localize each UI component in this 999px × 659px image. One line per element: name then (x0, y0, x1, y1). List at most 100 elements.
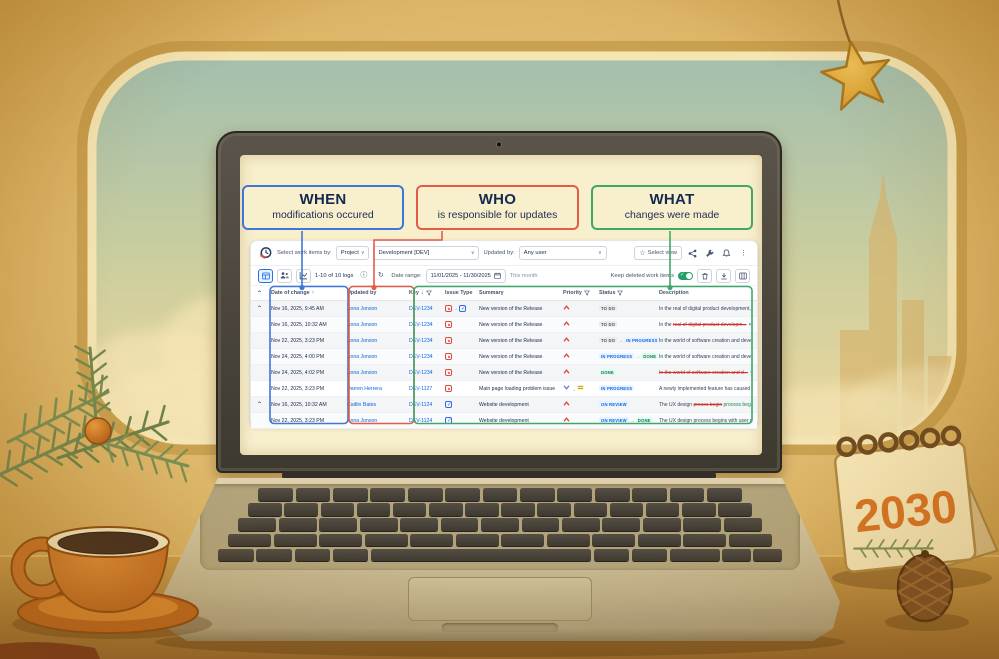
log-table-body: ⌃ Nov 16, 2025, 9:45 AM Anna Jonson DEV-123… (251, 301, 757, 429)
info-icon: ⓘ (360, 272, 368, 279)
column-header-issue-type[interactable]: Issue Type (445, 290, 473, 296)
chart-icon (299, 272, 308, 280)
description-text: real of digital product developm... (672, 322, 747, 328)
cell-updated-by-link[interactable]: Anna Jonson (347, 321, 378, 328)
callout-when-subtitle: modifications occured (272, 209, 374, 221)
column-header-priority[interactable]: Priority (563, 290, 599, 296)
chart-view-button[interactable] (296, 268, 311, 283)
status-badge: IN PROGRESS (624, 337, 659, 344)
undo-change-button[interactable]: ↩ (750, 370, 751, 376)
laptop-hinge (282, 471, 716, 480)
collapse-all-chevron[interactable]: ⌃ (257, 290, 263, 297)
cell-summary: Main page loading problem issue (479, 385, 556, 392)
cell-priority (563, 352, 599, 361)
column-header-date[interactable]: Date of change ↑ (271, 290, 315, 296)
table-row[interactable]: Nov 22, 2025, 3:23 PM Darren Herrera DEV-1… (251, 381, 757, 397)
row-expand-chevron[interactable]: ⌃ (257, 306, 263, 312)
share-icon (688, 249, 697, 257)
table-row[interactable]: Nov 16, 2025, 10:32 AM Anna Jonson DEV-123… (251, 317, 757, 333)
laptop-lid-notch (442, 623, 558, 632)
settings-button[interactable] (703, 247, 716, 259)
cell-key-link[interactable]: DEV-1124 (409, 401, 433, 408)
keyboard-row (217, 547, 783, 562)
table-view-button[interactable] (258, 268, 273, 283)
description-text: In the world of software creation and de… (659, 337, 751, 344)
keyboard-key (669, 488, 705, 501)
keyboard-key (392, 503, 427, 516)
cell-key-link[interactable]: DEV-1234 (409, 321, 433, 328)
cell-updated-by-link[interactable]: Anna Jonson (347, 369, 378, 376)
chevron-down-icon: ∨ (598, 250, 602, 256)
column-header-status[interactable]: Status (599, 290, 659, 296)
status-badge: TO DO (599, 321, 618, 328)
laptop-base (160, 478, 840, 641)
keyboard-key (218, 548, 254, 562)
keyboard-key (319, 518, 358, 531)
cell-key-link[interactable]: DEV-1127 (409, 385, 433, 392)
filter-icon (583, 290, 590, 296)
cell-status: TO DO (599, 305, 659, 312)
activity-view-button[interactable] (277, 268, 292, 283)
table-row[interactable]: Nov 24, 2025, 4:02 PM Anna Jonson DEV-1234… (251, 365, 757, 381)
cell-updated-by-link[interactable]: Anna Jonson (347, 353, 378, 360)
this-month-label[interactable]: This month (509, 272, 538, 279)
laptop-trackpad (408, 577, 592, 621)
column-header-summary[interactable]: Summary (479, 290, 504, 296)
table-row[interactable]: ⌃ Nov 16, 2025, 9:45 AM Anna Jonson DEV-123… (251, 301, 757, 317)
row-expand-chevron[interactable]: ⌃ (257, 402, 263, 408)
cell-priority (563, 416, 599, 425)
cell-issue-type (445, 353, 479, 360)
table-row[interactable]: ⌃ Nov 16, 2025, 10:32 AM Caitlin Bates DEV-… (251, 397, 757, 413)
column-header-description[interactable]: Description (659, 290, 689, 296)
calendar-icon (494, 272, 501, 279)
columns-button[interactable] (735, 268, 750, 283)
share-button[interactable] (686, 247, 699, 259)
undo-change-button[interactable]: ↩ (749, 322, 751, 328)
cell-updated-by-link[interactable]: Darren Herrera (347, 385, 382, 392)
cell-key-link[interactable]: DEV-1234 (409, 353, 433, 360)
delete-button[interactable] (697, 268, 712, 283)
cell-updated-by-link[interactable]: Anna Jonson (347, 305, 378, 312)
notifications-button[interactable] (720, 247, 733, 259)
description-text: In the world of software creation and d.… (659, 370, 748, 376)
project-dropdown[interactable]: Project ∨ (335, 246, 370, 260)
export-button[interactable] (716, 268, 731, 283)
cell-key-link[interactable]: DEV-1124 (409, 417, 433, 424)
table-row[interactable]: Nov 22, 2025, 3:23 PM Anna Jonson DEV-1124… (251, 413, 757, 429)
callout-when-title: WHEN (299, 191, 347, 208)
priority-high-icon (563, 401, 570, 406)
task-icon (445, 401, 452, 408)
select-view-button[interactable]: ☆ Select view (634, 246, 682, 260)
table-row[interactable]: Nov 22, 2025, 3:23 PM Anna Jonson DEV-1234… (251, 333, 757, 349)
cell-key-link[interactable]: DEV-1234 (409, 369, 433, 376)
logs-count: 1-10 of 10 logs (315, 272, 354, 279)
project-select[interactable]: Development [DEV] ∨ (373, 246, 480, 260)
keyboard-key (602, 518, 641, 531)
bell-icon (722, 248, 731, 257)
updated-by-select[interactable]: Any user ∨ (518, 246, 607, 260)
description-text: In the real of digital product developme… (659, 305, 751, 312)
updated-by-label: Updated by: (483, 250, 515, 256)
column-header-updated-by[interactable]: Updated by (347, 290, 377, 296)
cell-updated-by-link[interactable]: Anna Jonson (347, 337, 378, 344)
cell-updated-by-link[interactable]: Caitlin Bates (347, 401, 377, 408)
cell-key-link[interactable]: DEV-1234 (409, 337, 433, 344)
plant-illustration (0, 345, 190, 487)
more-menu-button[interactable]: ⋮ (737, 247, 750, 259)
status-badge: DONE (635, 417, 653, 424)
cell-updated-by-link[interactable]: Anna Jonson (347, 417, 378, 424)
keyboard-key (722, 548, 751, 562)
refresh-button[interactable]: ↻ (374, 270, 387, 282)
info-button[interactable]: ⓘ (357, 270, 370, 282)
status-badge: IN PROGRESS (599, 353, 635, 360)
table-row[interactable]: Nov 24, 2025, 4:00 PM Anna Jonson DEV-1234… (251, 349, 757, 365)
keyboard-key (319, 533, 363, 547)
date-range-input[interactable]: 11/01/2025 - 11/30/2025 (425, 268, 506, 283)
callout-when: WHEN modifications occured (242, 185, 404, 230)
keyboard-key (228, 533, 272, 547)
cell-description: In the world of software creation and de… (659, 354, 751, 360)
keep-deleted-toggle[interactable] (678, 271, 693, 280)
column-header-key[interactable]: Key ↓ (409, 290, 445, 296)
cell-date-of-change: Nov 24, 2025, 4:02 PM (271, 369, 325, 376)
cell-key-link[interactable]: DEV-1234 (409, 305, 433, 312)
